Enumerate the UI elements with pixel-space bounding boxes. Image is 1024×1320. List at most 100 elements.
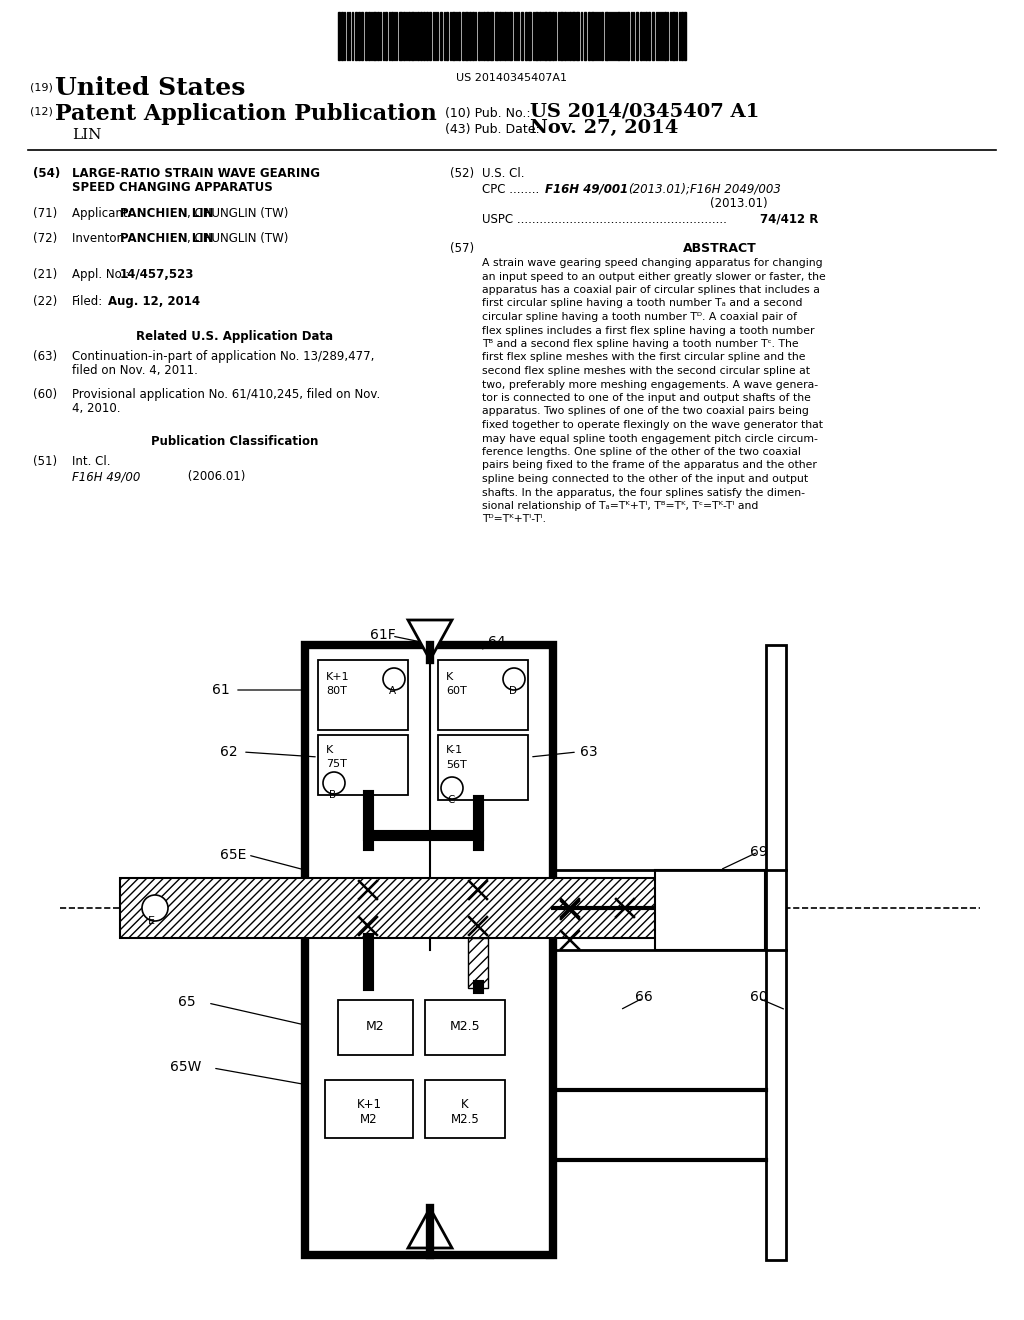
Bar xyxy=(499,12,501,59)
Bar xyxy=(318,735,408,795)
Bar xyxy=(617,12,620,59)
Text: U.S. Cl.: U.S. Cl. xyxy=(482,168,524,180)
Text: Provisional application No. 61/410,245, filed on Nov.: Provisional application No. 61/410,245, … xyxy=(72,388,380,401)
Text: Aug. 12, 2014: Aug. 12, 2014 xyxy=(108,294,200,308)
Bar xyxy=(655,870,765,950)
Circle shape xyxy=(383,668,406,690)
Text: 62: 62 xyxy=(220,744,238,759)
Bar xyxy=(766,645,786,1261)
Polygon shape xyxy=(408,620,452,660)
Bar xyxy=(368,12,370,59)
Bar xyxy=(365,12,367,59)
Bar xyxy=(429,12,431,59)
Text: ference lengths. One spline of the other of the two coaxial: ference lengths. One spline of the other… xyxy=(482,447,801,457)
Text: 60: 60 xyxy=(750,990,768,1005)
Text: shafts. In the apparatus, the four splines satisfy the dimen-: shafts. In the apparatus, the four splin… xyxy=(482,487,805,498)
Bar xyxy=(601,12,603,59)
Bar xyxy=(548,12,551,59)
Text: CPC ........: CPC ........ xyxy=(482,183,540,195)
Text: 60T: 60T xyxy=(446,686,467,696)
Bar xyxy=(645,12,647,59)
Text: an input speed to an output either greatly slower or faster, the: an input speed to an output either great… xyxy=(482,272,825,281)
Text: (10) Pub. No.:: (10) Pub. No.: xyxy=(445,107,530,120)
Bar xyxy=(552,12,554,59)
Bar xyxy=(385,12,387,59)
Text: pairs being fixed to the frame of the apparatus and the other: pairs being fixed to the frame of the ap… xyxy=(482,461,817,470)
Text: K: K xyxy=(461,1098,469,1111)
Bar xyxy=(420,12,422,59)
Bar xyxy=(528,12,531,59)
Text: Tᴰ=Tᴷ+Tᴵ-Tᴵ.: Tᴰ=Tᴷ+Tᴵ-Tᴵ. xyxy=(482,515,546,524)
Bar xyxy=(572,12,575,59)
Circle shape xyxy=(503,668,525,690)
Text: 64: 64 xyxy=(488,635,506,649)
Text: Continuation-in-part of application No. 13/289,477,: Continuation-in-part of application No. … xyxy=(72,350,375,363)
Bar xyxy=(504,12,506,59)
Bar xyxy=(438,660,528,730)
Text: 14/457,523: 14/457,523 xyxy=(120,268,195,281)
Text: Int. Cl.: Int. Cl. xyxy=(72,455,111,469)
Text: K-1: K-1 xyxy=(446,744,463,755)
Text: ABSTRACT: ABSTRACT xyxy=(683,242,757,255)
Text: B: B xyxy=(329,789,336,800)
Text: Publication Classification: Publication Classification xyxy=(152,436,318,447)
Text: circular spline having a tooth number Tᴰ. A coaxial pair of: circular spline having a tooth number Tᴰ… xyxy=(482,312,797,322)
Text: (21): (21) xyxy=(33,268,57,281)
Text: A strain wave gearing speed changing apparatus for changing: A strain wave gearing speed changing app… xyxy=(482,257,822,268)
Text: F16H 49/00: F16H 49/00 xyxy=(72,470,140,483)
Text: first circular spline having a tooth number Tₐ and a second: first circular spline having a tooth num… xyxy=(482,298,803,309)
Text: Appl. No.:: Appl. No.: xyxy=(72,268,133,281)
Bar xyxy=(509,12,512,59)
Circle shape xyxy=(323,772,345,795)
Text: 4, 2010.: 4, 2010. xyxy=(72,403,121,414)
Bar xyxy=(425,1080,505,1138)
Bar xyxy=(525,12,527,59)
Text: SPEED CHANGING APPARATUS: SPEED CHANGING APPARATUS xyxy=(72,181,272,194)
Text: 65: 65 xyxy=(178,995,196,1008)
Text: 61F: 61F xyxy=(370,628,395,642)
Bar xyxy=(684,12,686,59)
Text: 74/412 R: 74/412 R xyxy=(760,213,818,226)
Text: (57): (57) xyxy=(450,242,474,255)
Bar xyxy=(483,12,485,59)
Text: Related U.S. Application Data: Related U.S. Application Data xyxy=(136,330,334,343)
Text: (52): (52) xyxy=(450,168,474,180)
Bar xyxy=(648,12,650,59)
Text: US 2014/0345407 A1: US 2014/0345407 A1 xyxy=(530,103,760,121)
Bar xyxy=(681,12,683,59)
Text: fixed together to operate flexingly on the wave generator that: fixed together to operate flexingly on t… xyxy=(482,420,823,430)
Text: Nov. 27, 2014: Nov. 27, 2014 xyxy=(530,119,678,137)
Bar xyxy=(468,939,488,987)
Text: M2: M2 xyxy=(360,1113,378,1126)
Bar xyxy=(495,12,498,59)
Bar xyxy=(490,12,493,59)
Text: F16H 2049/003: F16H 2049/003 xyxy=(690,183,781,195)
Text: Patent Application Publication: Patent Application Publication xyxy=(55,103,437,125)
Bar xyxy=(636,12,638,59)
Circle shape xyxy=(441,777,463,799)
Text: (71): (71) xyxy=(33,207,57,220)
Bar xyxy=(591,12,594,59)
Text: Tᴮ and a second flex spline having a tooth number Tᶜ. The: Tᴮ and a second flex spline having a too… xyxy=(482,339,799,348)
Bar xyxy=(417,12,419,59)
Bar xyxy=(588,12,590,59)
Bar xyxy=(627,12,629,59)
Text: (60): (60) xyxy=(33,388,57,401)
Text: (2013.01);: (2013.01); xyxy=(628,183,690,195)
Text: (2006.01): (2006.01) xyxy=(154,470,246,483)
Text: 61: 61 xyxy=(212,682,229,697)
Text: F16H 49/001: F16H 49/001 xyxy=(545,183,628,195)
Bar xyxy=(373,12,376,59)
Bar xyxy=(472,12,474,59)
Text: (22): (22) xyxy=(33,294,57,308)
Text: 80T: 80T xyxy=(326,686,347,696)
Text: 63: 63 xyxy=(580,744,598,759)
Text: may have equal spline tooth engagement pitch circle circum-: may have equal spline tooth engagement p… xyxy=(482,433,818,444)
Bar xyxy=(399,12,402,59)
Text: M2.5: M2.5 xyxy=(450,1020,480,1034)
Bar xyxy=(458,12,460,59)
Bar xyxy=(377,12,379,59)
Bar xyxy=(438,735,528,800)
Text: 69: 69 xyxy=(750,845,768,859)
Bar xyxy=(120,878,740,939)
